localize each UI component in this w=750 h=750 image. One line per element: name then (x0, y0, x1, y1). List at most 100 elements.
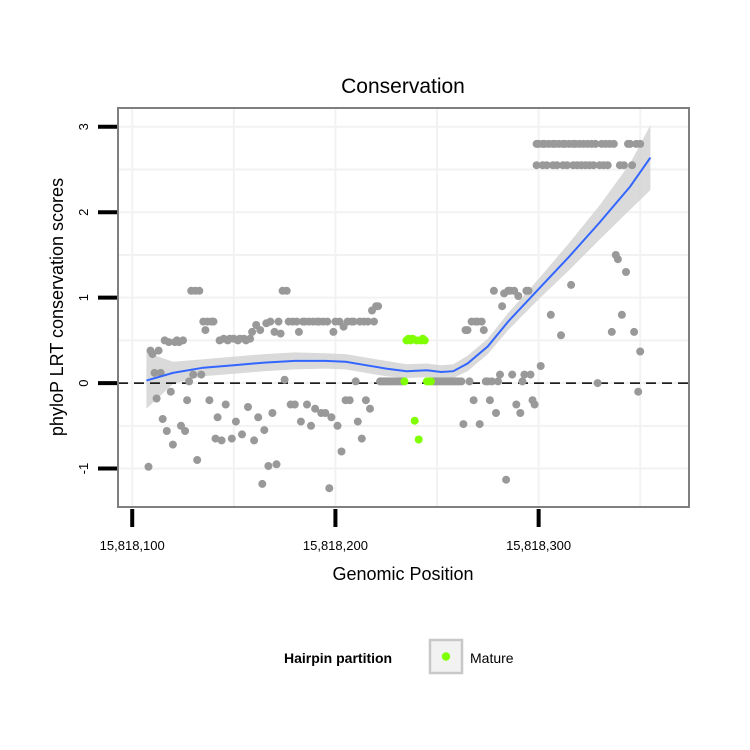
data-point (158, 415, 167, 423)
data-point (357, 434, 366, 443)
y-tick-label: 3 (76, 123, 91, 130)
data-point (325, 484, 334, 493)
data-point (150, 368, 159, 377)
data-point (514, 292, 523, 300)
data-point (617, 310, 626, 319)
data-point (311, 404, 320, 413)
data-point (546, 310, 555, 319)
data-point (213, 413, 222, 422)
data-point (201, 326, 210, 335)
data-point (518, 377, 527, 386)
mature-point (414, 435, 423, 444)
x-tick-label: 15,818,200 (303, 538, 368, 553)
data-point (292, 317, 301, 326)
data-point (238, 430, 246, 439)
data-point (321, 409, 330, 417)
data-point (498, 302, 507, 311)
data-point (591, 139, 600, 148)
data-point (589, 161, 598, 170)
data-point (630, 327, 639, 336)
data-point (197, 370, 206, 379)
data-point (276, 329, 285, 338)
data-point (189, 370, 198, 379)
data-point (231, 417, 240, 426)
data-point (307, 421, 315, 430)
data-point (479, 326, 488, 335)
data-point (536, 362, 545, 370)
data-point (185, 377, 194, 386)
data-point (613, 255, 622, 264)
data-point (475, 420, 484, 429)
data-point (144, 462, 153, 471)
data-point (183, 396, 192, 405)
data-point (329, 327, 338, 336)
data-point (168, 440, 177, 449)
x-tick-label: 15,818,300 (506, 538, 571, 553)
data-point (152, 394, 161, 403)
data-point (256, 326, 265, 335)
data-point (530, 400, 539, 409)
data-point (465, 377, 474, 386)
y-tick-label: -1 (76, 463, 91, 475)
legend-title: Hairpin partition (284, 650, 392, 666)
legend-key-box (428, 638, 464, 675)
data-point (296, 417, 305, 426)
data-point (272, 460, 281, 469)
data-point (327, 413, 336, 422)
data-point (162, 427, 171, 435)
data-point (622, 268, 630, 276)
data-point (524, 286, 533, 295)
data-point (181, 427, 190, 435)
data-point (333, 421, 342, 430)
y-axis-label: phyloP LRT conservation scores (47, 178, 67, 436)
data-point (520, 370, 529, 379)
data-point (459, 420, 468, 429)
confidence-ribbon (146, 125, 651, 409)
data-point (557, 331, 565, 340)
data-point (248, 327, 257, 336)
data-point (166, 387, 175, 396)
confidence-band (146, 125, 651, 409)
data-point (154, 346, 163, 355)
data-point (603, 161, 612, 170)
data-point (636, 347, 645, 356)
data-point (374, 302, 383, 311)
data-point (609, 139, 618, 148)
x-axis: 15,818,100 15,818,200 15,818,300 (100, 509, 571, 553)
data-point (227, 434, 236, 443)
data-point (323, 317, 332, 326)
data-point (294, 327, 303, 336)
data-point (494, 377, 502, 386)
data-point (492, 409, 500, 417)
data-point (303, 400, 311, 409)
panel-border (117, 107, 690, 508)
data-point (634, 387, 643, 396)
data-point (542, 161, 551, 170)
data-point (205, 396, 214, 405)
data-point (353, 417, 362, 426)
data-point (266, 317, 275, 326)
data-point (244, 403, 252, 411)
data-point (516, 409, 525, 417)
legend-entry-mature: Mature (470, 650, 514, 666)
data-point (280, 375, 289, 384)
data-point (361, 396, 370, 405)
data-point (463, 326, 472, 335)
data-point (193, 456, 202, 464)
data-point (221, 400, 230, 409)
data-point (502, 475, 511, 484)
data-points (144, 139, 645, 493)
data-point (366, 404, 374, 413)
y-tick-label: 0 (76, 379, 91, 386)
data-point (636, 139, 645, 148)
data-point (264, 462, 273, 470)
data-point (489, 286, 498, 295)
data-point (282, 286, 291, 295)
data-point (496, 370, 504, 379)
data-point (351, 377, 360, 386)
data-point (469, 396, 478, 405)
data-point (345, 396, 354, 405)
mature-point (400, 377, 409, 386)
data-point (477, 317, 486, 326)
